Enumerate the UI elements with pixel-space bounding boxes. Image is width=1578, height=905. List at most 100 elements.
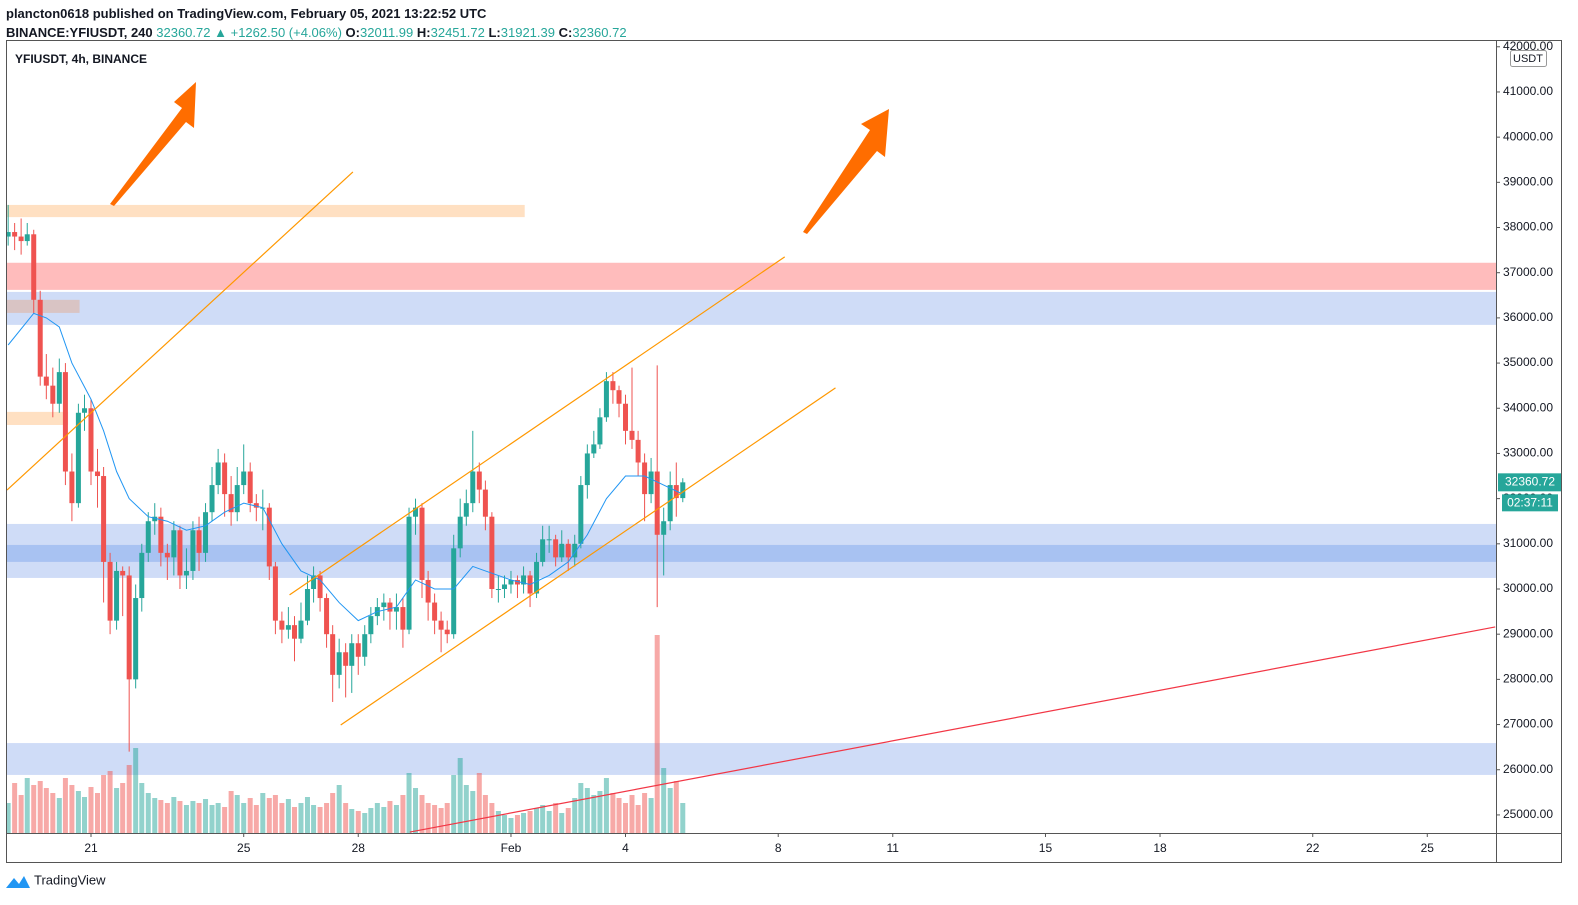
change: ▲ +1262.50 (+4.06%)	[214, 25, 342, 40]
volume-bar	[145, 793, 151, 833]
candle-body	[540, 539, 546, 562]
candle-body	[451, 548, 457, 635]
volume-bar	[253, 805, 259, 833]
candle-body	[171, 530, 177, 558]
volume-bar	[31, 785, 37, 833]
candle-body	[654, 471, 660, 535]
trendline	[289, 256, 786, 596]
candle-body	[349, 643, 355, 666]
volume-bar	[438, 808, 444, 833]
candle-body	[495, 589, 501, 590]
candle-body	[501, 584, 507, 589]
volume-bar	[565, 808, 571, 833]
y-tick-label: 28000.00	[1503, 672, 1553, 686]
y-tick-label: 30000.00	[1503, 581, 1553, 595]
header: plancton0618 published on TradingView.co…	[6, 4, 627, 42]
candle-body	[152, 516, 158, 522]
volume-bar	[37, 781, 43, 833]
x-tick-label: 21	[84, 841, 98, 855]
volume-bar	[203, 799, 209, 833]
candle-body	[584, 453, 590, 486]
candle-body	[31, 234, 37, 300]
volume-bar	[62, 778, 68, 833]
candle-body	[559, 543, 565, 558]
volume-bar	[413, 788, 419, 833]
candle-body	[7, 232, 11, 237]
volume-bar	[330, 793, 336, 833]
zone	[7, 204, 525, 218]
candle-body	[514, 579, 520, 585]
candle-body	[368, 616, 374, 635]
candle-body	[623, 403, 629, 431]
volume-bar	[419, 795, 425, 833]
candle-body	[285, 625, 291, 630]
zone	[7, 262, 1496, 290]
candle-body	[362, 634, 368, 657]
candle-body	[680, 482, 686, 499]
volume-bar	[673, 781, 679, 833]
volume-bar	[470, 791, 476, 833]
candle-body	[228, 494, 234, 513]
x-tick-label: Feb	[501, 841, 522, 855]
legend: YFIUSDT, 4h, BINANCE	[15, 52, 147, 66]
volume-bar	[56, 798, 62, 833]
volume-bar	[298, 803, 304, 833]
candle-body	[336, 652, 342, 675]
candle-body	[642, 462, 648, 495]
candle-body	[343, 652, 349, 666]
volume-bar	[623, 803, 629, 833]
volume-bar	[183, 805, 189, 833]
zone	[7, 743, 1496, 775]
volume-bar	[680, 803, 686, 833]
currency-box	[1510, 50, 1547, 67]
volume-bar	[603, 778, 609, 833]
candle-body	[253, 503, 259, 508]
candle-body	[603, 381, 609, 418]
candle-body	[482, 489, 488, 517]
volume-bar	[69, 785, 75, 833]
zone	[7, 299, 80, 313]
candle-body	[69, 471, 75, 504]
volume-bar	[336, 785, 342, 833]
volume-bar	[126, 765, 132, 833]
candle-body	[476, 471, 482, 490]
x-tick-label: 22	[1306, 841, 1320, 855]
volume-bar	[222, 807, 228, 833]
y-tick-label: 36000.00	[1503, 310, 1553, 324]
trendline	[340, 387, 836, 726]
volume-bar	[82, 797, 88, 833]
logo	[6, 876, 30, 888]
candle-body	[521, 575, 527, 585]
volume-bar	[164, 803, 170, 833]
volume-bar	[177, 801, 183, 833]
zone	[7, 291, 1496, 325]
volume-bar	[12, 783, 18, 833]
volume-bar	[648, 798, 654, 833]
y-tick-label: 38000.00	[1503, 220, 1553, 234]
volume-bar	[101, 775, 107, 833]
candle-body	[291, 625, 297, 639]
volume-bar	[508, 818, 514, 833]
candle-body	[565, 543, 571, 558]
volume-bar	[75, 791, 81, 833]
zone	[7, 411, 69, 425]
candle-body	[355, 643, 361, 657]
volume-bar	[94, 793, 100, 833]
volume-bar	[279, 803, 285, 833]
candle-body	[94, 471, 100, 477]
candle-body	[311, 575, 317, 589]
candle-body	[489, 516, 495, 589]
y-tick-label: 39000.00	[1503, 175, 1553, 189]
volume-bar	[343, 803, 349, 833]
moving-average	[7, 312, 683, 622]
frame	[6, 40, 1562, 863]
candle-body	[209, 485, 215, 513]
value: 32011.99	[360, 25, 414, 40]
candle-body	[304, 589, 310, 621]
candle-body	[183, 570, 189, 576]
volume-bar	[591, 795, 597, 833]
candle-body	[139, 552, 145, 599]
candle-body	[432, 602, 438, 621]
candle-body	[470, 471, 476, 504]
